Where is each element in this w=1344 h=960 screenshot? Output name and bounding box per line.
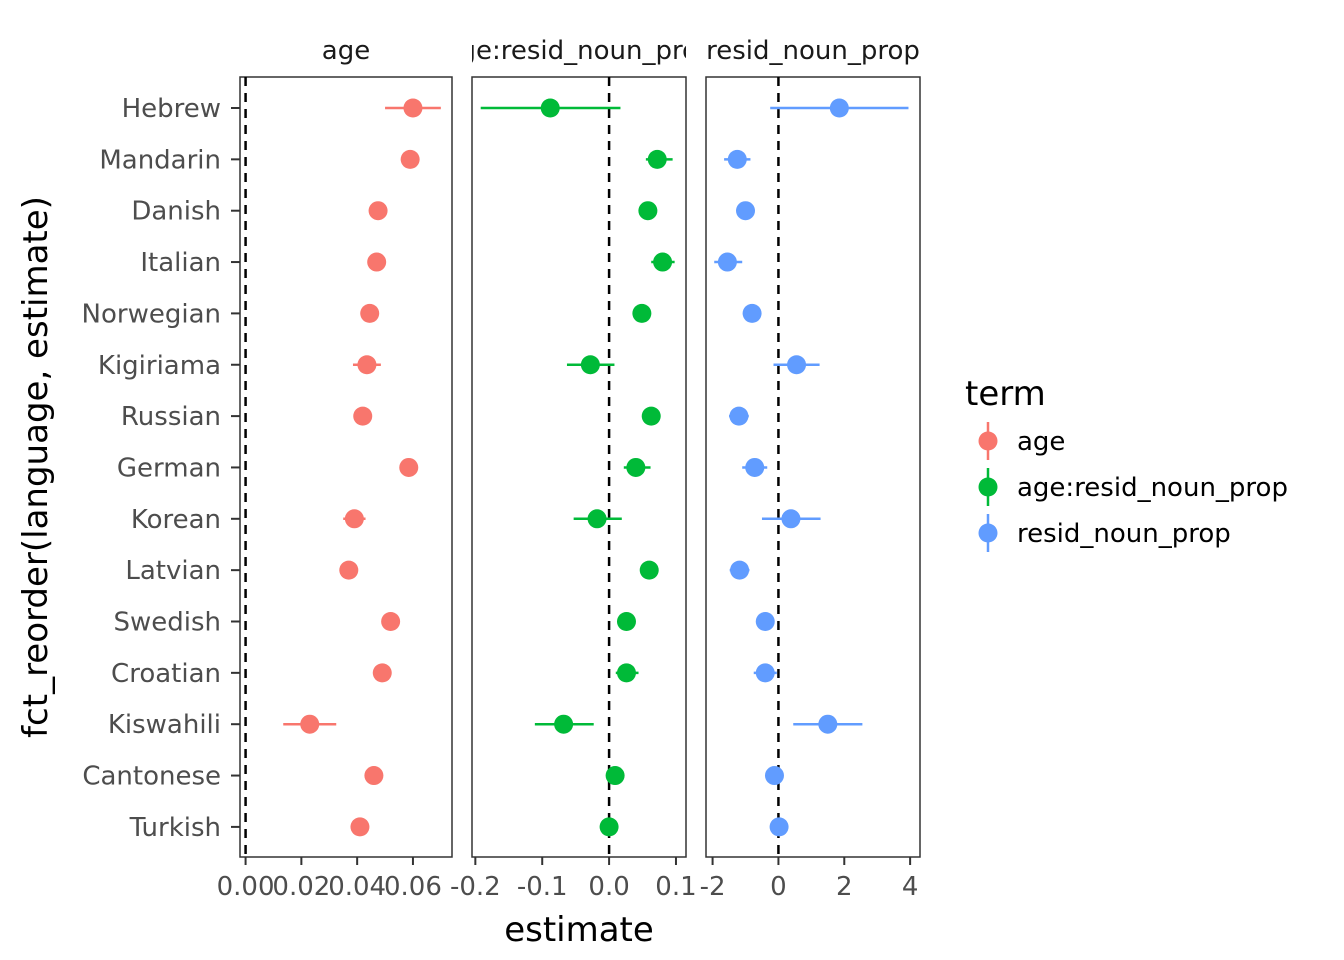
legend-label: age:resid_noun_prop <box>1017 473 1288 503</box>
x-axis-title: estimate <box>504 910 654 950</box>
y-tick-label: Turkish <box>129 813 221 843</box>
estimate-point <box>742 303 762 323</box>
estimate-point <box>755 663 775 683</box>
estimate-point <box>300 714 320 734</box>
panel-border <box>239 76 453 858</box>
estimate-point <box>353 406 373 426</box>
estimate-point <box>764 766 784 786</box>
facet-strip-label: resid_noun_prop <box>706 36 920 66</box>
estimate-point <box>781 509 801 529</box>
estimate-point <box>730 560 750 580</box>
y-tick-label: Swedish <box>113 608 221 638</box>
legend-key <box>978 468 998 506</box>
legend-title: term <box>965 374 1046 414</box>
y-axis-title: fct_reorder(language, estimate) <box>16 196 56 738</box>
y-tick-label: Russian <box>121 402 221 432</box>
estimate-point <box>616 663 636 683</box>
y-tick-label: German <box>117 453 221 483</box>
estimate-point <box>372 663 392 683</box>
y-tick-label: Mandarin <box>99 145 221 175</box>
x-tick-label: 0.0 <box>588 872 629 902</box>
estimate-point <box>736 201 756 221</box>
panel-border <box>471 76 687 858</box>
estimate-point <box>745 457 765 477</box>
estimate-point <box>357 355 377 375</box>
legend-key <box>978 422 998 460</box>
estimate-point <box>540 98 560 118</box>
estimate-point <box>769 817 789 837</box>
estimate-point <box>787 355 807 375</box>
x-tick-label: 0.06 <box>384 872 442 902</box>
legend: term age age:resid_noun_prop resid_noun_pr… <box>965 374 1288 552</box>
x-tick-label: 0 <box>770 872 787 902</box>
estimate-point <box>400 149 420 169</box>
facet-panel: age 0.000.020.040.06 <box>217 36 453 902</box>
estimate-point <box>368 201 388 221</box>
estimate-point <box>729 406 749 426</box>
estimate-point <box>727 149 747 169</box>
facet-panel: age:resid_noun_prop -0.2 -0.1 0.0 0.1 <box>444 36 715 902</box>
facet-panel: resid_noun_prop -2 0 2 4 <box>700 36 921 902</box>
y-tick-label: Norwegian <box>82 299 221 329</box>
y-tick-label: Croatian <box>111 659 221 689</box>
x-tick-label: -0.2 <box>450 872 501 902</box>
legend-label: age <box>1017 427 1065 457</box>
y-tick-label: Italian <box>140 248 221 278</box>
y-tick-label: Latvian <box>125 556 221 586</box>
legend-label: resid_noun_prop <box>1017 519 1231 549</box>
estimate-point <box>616 612 636 631</box>
estimate-point <box>605 766 625 786</box>
estimate-point <box>647 149 667 169</box>
estimate-point <box>641 406 661 426</box>
estimate-point <box>587 509 607 529</box>
estimate-point <box>717 252 737 272</box>
estimate-point <box>381 612 401 631</box>
panel-border <box>705 76 921 858</box>
estimate-point <box>818 714 838 734</box>
estimate-point <box>399 457 419 477</box>
estimate-point <box>360 303 380 323</box>
x-tick-label: 2 <box>836 872 853 902</box>
y-tick-label: Kigiriama <box>98 351 221 381</box>
estimate-point <box>599 817 619 837</box>
x-tick-label: -0.1 <box>517 872 568 902</box>
facet-strip-label: age:resid_noun_prop <box>444 36 715 66</box>
estimate-point <box>344 509 364 529</box>
legend-key <box>978 514 998 552</box>
estimate-point <box>626 457 646 477</box>
estimate-point <box>339 560 359 580</box>
estimate-point <box>638 201 658 221</box>
estimate-point <box>632 303 652 323</box>
y-tick-label: Hebrew <box>122 94 221 124</box>
x-tick-label: -2 <box>700 872 726 902</box>
estimate-point <box>350 817 370 837</box>
y-tick-label: Danish <box>131 197 221 227</box>
estimate-point <box>364 766 384 786</box>
x-tick-label: 4 <box>902 872 919 902</box>
estimate-point <box>829 98 849 118</box>
y-tick-label: Kiswahili <box>108 710 221 740</box>
estimate-point <box>755 612 775 631</box>
estimate-point <box>639 560 659 580</box>
estimate-point <box>580 355 600 375</box>
x-tick-label: 0.02 <box>272 872 330 902</box>
x-tick-label: 0.1 <box>655 872 696 902</box>
estimate-point <box>554 714 574 734</box>
y-axis: Hebrew Mandarin Danish Italian Norwegian Kigi… <box>82 94 240 843</box>
estimate-point <box>367 252 387 272</box>
facet-panels: age0.000.020.040.06age:resid_noun_prop-0… <box>217 36 921 902</box>
facet-strip-label: age <box>322 36 370 66</box>
estimate-point <box>653 252 673 272</box>
estimate-point <box>403 98 423 118</box>
y-tick-label: Korean <box>131 505 221 535</box>
y-tick-label: Cantonese <box>82 762 221 792</box>
x-tick-label: 0.04 <box>328 872 386 902</box>
x-tick-label: 0.00 <box>217 872 275 902</box>
